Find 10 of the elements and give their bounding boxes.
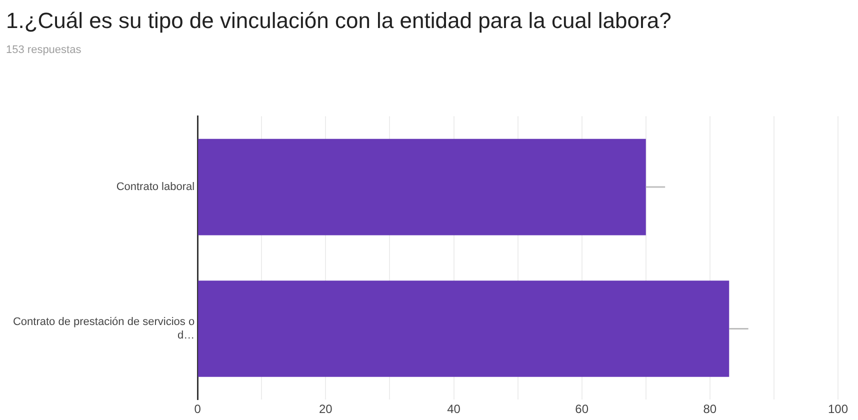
- y-tick-label: Contrato laboral: [116, 181, 195, 194]
- x-tick-label: 0: [194, 402, 202, 416]
- x-tick-label: 20: [319, 402, 333, 416]
- text: 153 respuestas: [6, 44, 82, 56]
- y-tick-label: Contrato de prestación de servicios o d…: [12, 316, 195, 342]
- x-tick-label: 80: [703, 402, 717, 416]
- x-tick-label: 100: [828, 402, 848, 416]
- chart-title: 1.¿Cuál es su tipo de vinculación con la entidad para la cual labora?: [6, 8, 672, 34]
- x-tick-label: 40: [447, 402, 461, 416]
- x-tick-label: 60: [575, 402, 589, 416]
